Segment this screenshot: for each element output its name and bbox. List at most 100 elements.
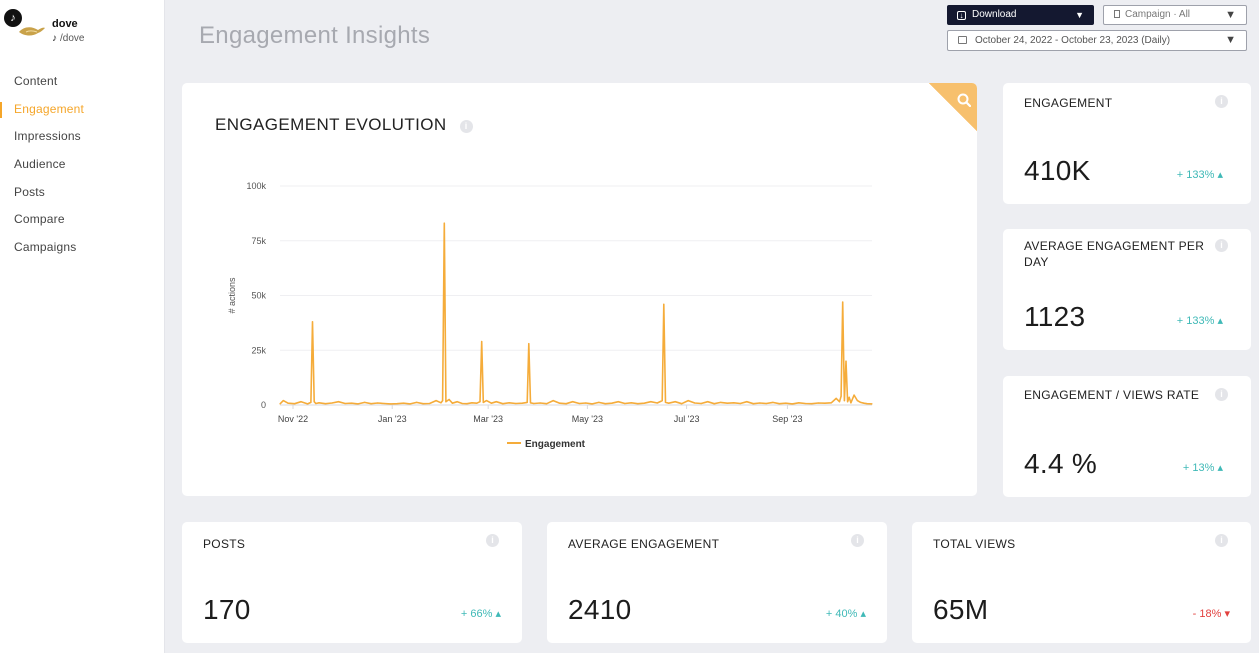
sidebar-item-campaigns[interactable]: Campaigns [14, 240, 77, 255]
data-point [466, 403, 468, 405]
kpi-card-engagement: ENGAGEMENT i 410K + 133% ▴ [1003, 83, 1251, 204]
kpi-label: ENGAGEMENT / VIEWS RATE [1024, 388, 1200, 402]
data-point [471, 402, 473, 404]
sidebar-item-posts[interactable]: Posts [14, 184, 46, 199]
data-point [720, 401, 722, 403]
info-icon[interactable]: i [459, 120, 473, 133]
info-icon[interactable]: i [1215, 239, 1228, 252]
data-point [559, 402, 561, 404]
kpi-value: 1123 [1024, 301, 1086, 332]
triangle-up-icon: ▴ [1217, 315, 1223, 327]
campaign-select[interactable]: Campaign · All ▼ [1103, 5, 1247, 25]
data-point [440, 402, 442, 404]
data-point [785, 402, 787, 404]
y-axis-label: # actions [227, 277, 237, 314]
data-point [843, 400, 846, 402]
data-point [422, 403, 424, 405]
data-point [791, 403, 793, 405]
triangle-up-icon: ▴ [1217, 169, 1223, 181]
kpi-delta: - 18% ▾ [1193, 607, 1230, 620]
info-icon[interactable]: i [1215, 388, 1228, 401]
data-point [310, 401, 312, 403]
info-icon[interactable]: i [486, 534, 499, 547]
data-point [357, 403, 359, 405]
data-point [842, 301, 844, 303]
data-point [668, 402, 670, 404]
kpi-label: AVERAGE ENGAGEMENT PER DAY [1024, 239, 1205, 269]
data-point [572, 401, 574, 403]
kpi-card-total-views: TOTAL VIEWS i 65M - 18% ▾ [912, 522, 1251, 643]
sidebar: ♪ dove ♪/dove Content Engagement Impress… [0, 0, 165, 653]
data-point [726, 402, 728, 404]
triangle-down-icon: ▾ [1224, 608, 1230, 620]
download-button[interactable]: ↓ Download ▼ [947, 5, 1094, 25]
kpi-value: 410K [1024, 155, 1091, 186]
sidebar-item-content[interactable]: Content [14, 74, 58, 88]
calendar-icon [958, 36, 967, 44]
data-point [707, 401, 709, 403]
data-point [830, 402, 832, 404]
y-tick-label: 100k [246, 181, 266, 191]
kpi-delta: + 66% ▴ [461, 607, 501, 620]
kpi-delta-text: + 40% [825, 608, 858, 620]
data-point [824, 402, 826, 404]
data-point [778, 403, 780, 405]
data-point [630, 402, 632, 404]
date-range-select[interactable]: October 24, 2022 - October 23, 2023 (Dai… [947, 30, 1247, 51]
kpi-delta: + 133% ▴ [1177, 168, 1223, 181]
data-point [364, 401, 366, 403]
data-point [752, 403, 754, 405]
y-tick-label: 75k [251, 236, 266, 246]
data-point [637, 403, 639, 405]
data-point [300, 401, 302, 403]
data-point [443, 222, 445, 224]
tiktok-icon: ♪ [4, 9, 22, 27]
page-title: Engagement Insights [199, 22, 431, 49]
magnifier-icon[interactable] [957, 93, 971, 107]
data-point [681, 403, 683, 405]
data-point [461, 402, 463, 405]
data-point [311, 321, 314, 323]
download-icon: ↓ [957, 11, 966, 20]
sidebar-item-impressions[interactable]: Impressions [14, 129, 81, 144]
data-point [643, 402, 645, 404]
download-label: Download [972, 9, 1017, 20]
info-icon[interactable]: i [1215, 95, 1228, 108]
data-point [661, 400, 663, 402]
data-point [866, 403, 868, 405]
data-point [578, 402, 580, 405]
info-icon[interactable]: i [1215, 534, 1228, 547]
kpi-delta-text: + 133% [1176, 315, 1215, 327]
data-point [664, 401, 667, 403]
kpi-delta-text: + 13% [1182, 462, 1215, 474]
dove-logo [19, 27, 45, 36]
brand-header[interactable]: ♪ dove ♪/dove [0, 0, 165, 60]
kpi-delta: + 13% ▴ [1183, 461, 1223, 474]
bookmark-icon [1114, 10, 1120, 18]
data-point [508, 402, 510, 404]
data-point [481, 340, 483, 343]
data-point [482, 401, 484, 403]
sidebar-item-engagement[interactable]: Engagement [0, 96, 165, 124]
data-point [759, 402, 761, 404]
data-point [521, 402, 523, 404]
legend-label: Engagement [525, 439, 586, 450]
data-point [546, 403, 548, 405]
triangle-up-icon: ▴ [495, 608, 501, 620]
data-point [279, 403, 281, 405]
data-point [435, 400, 437, 402]
data-point [318, 402, 320, 404]
data-point [479, 401, 481, 403]
data-point [377, 402, 379, 404]
data-point [850, 402, 852, 404]
data-point [344, 402, 346, 405]
sidebar-item-audience[interactable]: Audience [14, 157, 66, 172]
data-point [476, 402, 478, 404]
zoom-corner[interactable] [929, 83, 977, 131]
chart-title: ENGAGEMENT EVOLUTION i [215, 115, 473, 135]
kpi-value: 65M [933, 594, 989, 625]
data-point [396, 403, 398, 405]
sidebar-item-compare[interactable]: Compare [14, 212, 65, 227]
data-point [739, 402, 741, 405]
info-icon[interactable]: i [851, 534, 864, 547]
